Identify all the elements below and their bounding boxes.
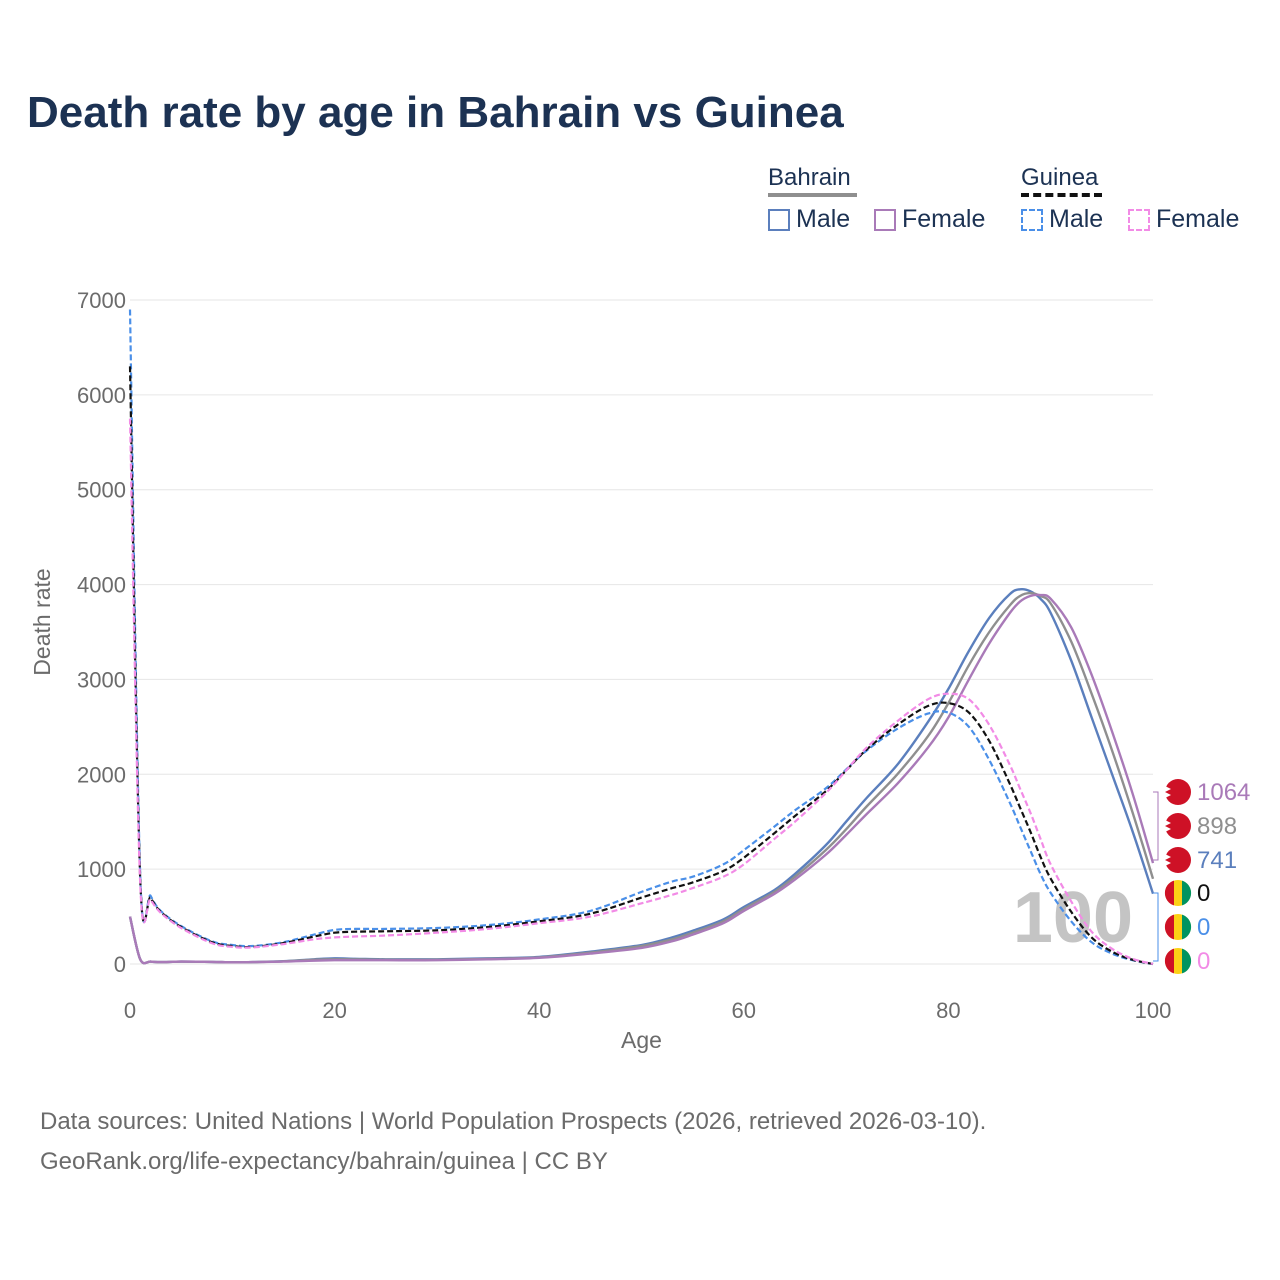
legend-bahrain-title: Bahrain (768, 164, 851, 191)
end-label-value: 0 (1197, 914, 1210, 941)
legend-guinea-female-swatch (1128, 208, 1150, 231)
bahrain-flag-stripe (1165, 820, 1171, 832)
legend-bahrain-female[interactable]: Female (874, 205, 985, 234)
guinea-label-bracket (1153, 892, 1159, 962)
guinea-flag-red (1164, 914, 1174, 940)
bahrain-flag-stripe (1165, 854, 1171, 866)
end-label-bahrain-male: 741 (1165, 847, 1237, 874)
legend-guinea-male-swatch (1021, 208, 1043, 231)
series-line-guinea-male (128, 309, 1154, 966)
end-label-guinea-male: 0 (1164, 914, 1210, 941)
y-tick-label-7000: 7000 (77, 288, 126, 313)
bahrain-flag-icon (1165, 779, 1191, 805)
y-tick-label-2000: 2000 (77, 762, 126, 787)
legend-guinea-female[interactable]: Female (1128, 205, 1239, 234)
end-label-value: 898 (1197, 813, 1237, 840)
bahrain-flag-icon (1165, 847, 1191, 873)
guinea-flag-red (1164, 948, 1174, 974)
legend-guinea-male-label: Male (1049, 205, 1104, 233)
end-label-value: 741 (1197, 847, 1237, 874)
y-tick-label-4000: 4000 (77, 573, 126, 598)
x-tick-label-20: 20 (322, 998, 346, 1023)
end-label-value: 0 (1197, 948, 1210, 975)
x-tick-label-0: 0 (124, 998, 136, 1023)
legend-guinea-title: Guinea (1021, 164, 1099, 191)
source-line-1: Data sources: United Nations | World Pop… (40, 1108, 987, 1135)
y-tick-label-0: 0 (114, 952, 126, 977)
series-line-bahrain-female (128, 593, 1155, 965)
chart-title: Death rate by age in Bahrain vs Guinea (27, 88, 844, 137)
end-label-bahrain-female: 1064 (1165, 779, 1250, 806)
legend-bahrain-male-label: Male (796, 205, 851, 233)
bahrain-flag-stripe (1165, 786, 1171, 798)
source-line-2[interactable]: GeoRank.org/life-expectancy/bahrain/guin… (40, 1148, 608, 1175)
x-tick-label-60: 60 (732, 998, 756, 1023)
legend-bahrain-female-swatch (874, 208, 896, 231)
bahrain-label-bracket (1153, 791, 1159, 861)
x-tick-label-40: 40 (527, 998, 551, 1023)
y-axis-title: Death rate (29, 568, 55, 675)
series-line-guinea-total (128, 366, 1154, 966)
end-label-guinea-female: 0 (1164, 948, 1210, 975)
end-label-value: 0 (1197, 880, 1210, 907)
y-tick-label-6000: 6000 (77, 383, 126, 408)
legend-guinea-line (1021, 193, 1102, 197)
end-label-value: 1064 (1197, 779, 1250, 806)
legend-bahrain-line (768, 193, 857, 197)
x-tick-label-100: 100 (1135, 998, 1172, 1023)
end-label-guinea-total: 0 (1164, 880, 1210, 907)
x-axis-title: Age (621, 1027, 662, 1053)
end-label-bahrain-total: 898 (1165, 813, 1237, 840)
bahrain-flag-icon (1165, 813, 1191, 839)
series-line-guinea-female (128, 418, 1154, 966)
guinea-flag-green (1182, 914, 1192, 940)
guinea-flag-red (1164, 880, 1174, 906)
guinea-flag-green (1182, 948, 1192, 974)
y-tick-label-3000: 3000 (77, 667, 126, 692)
legend-bahrain-male[interactable]: Male (768, 205, 850, 234)
legend-bahrain-male-swatch (768, 208, 790, 231)
legend-guinea-female-label: Female (1156, 205, 1240, 233)
legend-bahrain-female-label: Female (902, 205, 986, 233)
series-line-bahrain-male (128, 587, 1155, 965)
y-tick-label-1000: 1000 (77, 857, 126, 882)
legend-guinea-male[interactable]: Male (1021, 205, 1103, 234)
guinea-flag-green (1182, 880, 1192, 906)
x-tick-label-80: 80 (936, 998, 960, 1023)
current-age-watermark: 100 (1013, 878, 1133, 958)
y-tick-label-5000: 5000 (77, 478, 126, 503)
